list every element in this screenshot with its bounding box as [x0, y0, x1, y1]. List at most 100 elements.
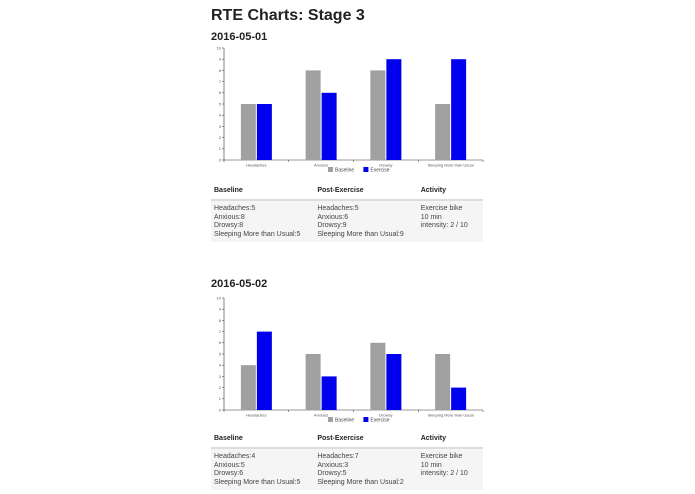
post-drowsy: Drowsy:5	[317, 470, 347, 477]
y-tick-label: 3	[219, 374, 222, 379]
bar-exercise	[321, 376, 337, 410]
activity-cell: Exercise bike 10 min intensity: 2 / 10	[417, 200, 483, 242]
post-headaches: Headaches:7	[317, 453, 359, 460]
summary-table-2: Baseline Post-Exercise Activity Headache…	[211, 432, 483, 490]
y-tick-label: 5	[219, 101, 222, 106]
bar-baseline	[305, 70, 321, 160]
y-tick-label: 2	[219, 135, 222, 140]
legend-label: Exercise	[370, 418, 389, 424]
post-sleeping: Sleeping More than Usual:9	[317, 230, 404, 238]
chart-legend: Baseline Exercise	[328, 417, 390, 424]
page-title: RTE Charts: Stage 3	[211, 7, 365, 24]
y-tick-label: 8	[219, 68, 222, 73]
y-tick-label: 9	[219, 307, 222, 312]
y-tick-label: 7	[219, 79, 222, 84]
y-tick-label: 1	[219, 396, 222, 401]
activity-duration: 10 min	[420, 461, 442, 469]
section-date: 2016-05-02	[211, 278, 268, 290]
header-baseline: Baseline	[211, 432, 315, 449]
baseline-sleeping: Sleeping More than Usual:5	[214, 478, 301, 486]
baseline-headaches: Headaches:5	[214, 205, 256, 212]
section-date: 2016-05-01	[211, 31, 268, 43]
bar-baseline	[435, 104, 451, 160]
bar-baseline	[370, 342, 386, 410]
post-anxious: Anxious:6	[317, 213, 349, 221]
y-tick-label: 7	[219, 329, 222, 334]
y-tick-label: 2	[219, 385, 222, 390]
bar-chart-2: 0 1 2 3 4 5 6 7 8 9 10 Headaches Anxious Drowsy Sleepi…	[211, 294, 486, 430]
header-post-exercise: Post-Exercise	[314, 184, 418, 201]
baseline-drowsy: Drowsy:8	[214, 222, 244, 229]
post-drowsy: Drowsy:9	[317, 222, 347, 229]
y-tick-label: 4	[219, 113, 222, 118]
y-tick-label: 10	[217, 45, 222, 50]
header-activity: Activity	[417, 432, 483, 449]
post-anxious: Anxious:3	[317, 461, 349, 469]
header-activity: Activity	[417, 184, 483, 201]
bar-exercise	[321, 92, 337, 160]
activity-type: Exercise bike	[420, 453, 463, 460]
summary-table-1: Baseline Post-Exercise Activity Headache…	[211, 184, 483, 242]
header-baseline: Baseline	[211, 184, 315, 201]
x-tick-label: Anxious	[314, 413, 328, 418]
activity-cell: Exercise bike 10 min intensity: 2 / 10	[417, 448, 483, 490]
post-sleeping: Sleeping More than Usual:2	[317, 478, 404, 486]
activity-duration: 10 min	[420, 213, 442, 221]
baseline-sleeping: Sleeping More than Usual:5	[214, 230, 301, 238]
table-row: Headaches:5 Anxious:8 Drowsy:8 Sleeping …	[211, 200, 483, 242]
bar-exercise	[386, 354, 402, 410]
legend-swatch-baseline	[328, 167, 333, 172]
post-headaches: Headaches:5	[317, 205, 359, 212]
y-tick-label: 0	[219, 157, 222, 162]
x-tick-label: Drowsy	[379, 413, 392, 418]
legend-label: Exercise	[370, 168, 389, 174]
y-tick-label: 5	[219, 351, 222, 356]
activity-intensity: intensity: 2 / 10	[420, 222, 468, 229]
chart-legend: Baseline Exercise	[328, 167, 390, 174]
baseline-drowsy: Drowsy:6	[214, 470, 244, 477]
y-tick-label: 6	[219, 340, 222, 345]
x-tick-label: Sleeping More than Usual	[428, 413, 474, 418]
bar-exercise	[386, 59, 402, 161]
legend-label: Baseline	[335, 418, 354, 424]
bar-exercise	[256, 331, 272, 410]
bar-exercise	[451, 387, 467, 410]
post-exercise-cell: Headaches:7 Anxious:3 Drowsy:5 Sleeping …	[314, 448, 418, 490]
y-tick-label: 1	[219, 146, 222, 151]
x-tick-label: Drowsy	[379, 163, 392, 168]
baseline-anxious: Anxious:8	[214, 213, 245, 221]
y-tick-label: 3	[219, 124, 222, 129]
legend-swatch-exercise	[363, 417, 369, 422]
legend-swatch-exercise	[363, 167, 369, 172]
legend-swatch-baseline	[328, 417, 333, 422]
bar-baseline	[240, 104, 256, 160]
bar-chart-1: 0 1 2 3 4 5 6 7 8 9 10 Headaches Anxious Drowsy Sleepi…	[211, 44, 486, 180]
y-tick-label: 8	[219, 318, 222, 323]
bar-baseline	[435, 354, 451, 410]
x-tick-label: Headaches	[246, 163, 266, 168]
y-tick-label: 4	[219, 363, 222, 368]
bar-baseline	[240, 365, 256, 410]
bar-baseline	[305, 354, 321, 410]
table-row: Headaches:4 Anxious:5 Drowsy:6 Sleeping …	[211, 448, 483, 490]
header-post-exercise: Post-Exercise	[314, 432, 418, 449]
bar-baseline	[370, 70, 386, 160]
baseline-headaches: Headaches:4	[214, 453, 256, 460]
chart-section-1: 2016-05-01 0 1 2 3 4 5 6 7 8 9 10 Headaches Anxious D…	[211, 0, 486, 494]
y-tick-label: 0	[219, 407, 222, 412]
bar-exercise	[451, 59, 467, 161]
baseline-anxious: Anxious:5	[214, 461, 245, 469]
x-tick-label: Headaches	[246, 413, 266, 418]
activity-type: Exercise bike	[420, 205, 463, 212]
post-exercise-cell: Headaches:5 Anxious:6 Drowsy:9 Sleeping …	[314, 200, 418, 242]
y-tick-label: 9	[219, 57, 222, 62]
x-tick-label: Sleeping More than Usual	[428, 163, 474, 168]
legend-label: Baseline	[335, 168, 354, 174]
y-tick-label: 10	[217, 295, 222, 300]
bar-exercise	[256, 104, 272, 160]
baseline-cell: Headaches:5 Anxious:8 Drowsy:8 Sleeping …	[211, 200, 315, 242]
activity-intensity: intensity: 2 / 10	[420, 470, 468, 477]
y-tick-label: 6	[219, 90, 222, 95]
x-tick-label: Anxious	[314, 163, 328, 168]
baseline-cell: Headaches:4 Anxious:5 Drowsy:6 Sleeping …	[211, 448, 315, 490]
